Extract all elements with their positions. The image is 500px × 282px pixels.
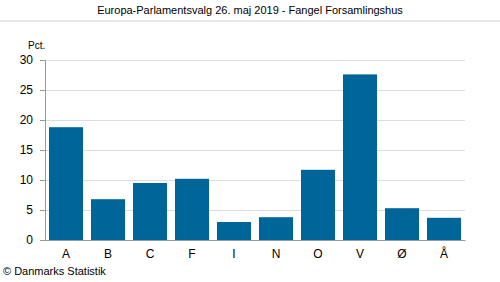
grid-line: [40, 60, 465, 61]
x-tick: C: [146, 240, 155, 261]
y-tick-mark: [40, 90, 45, 91]
x-axis: ABCFINOVØÅ: [46, 240, 466, 261]
bar: [301, 170, 335, 240]
x-tick: Å: [440, 240, 448, 261]
x-tick: I: [232, 240, 235, 261]
y-tick-label: 30: [20, 53, 34, 67]
x-tick-label: N: [272, 247, 281, 261]
y-tick: 15: [20, 143, 45, 157]
y-tick-label: 5: [26, 203, 33, 217]
y-tick-label: 10: [20, 173, 34, 187]
x-tick: V: [356, 240, 364, 261]
y-tick-mark: [40, 120, 45, 121]
x-tick-label: F: [188, 247, 195, 261]
y-axis-line: [40, 61, 46, 241]
bar: [217, 222, 251, 240]
grid-line: [40, 180, 465, 181]
x-tick-label: A: [62, 247, 70, 261]
title-rule: [0, 21, 500, 22]
bar: [259, 217, 293, 240]
bar: [385, 208, 419, 240]
x-tick: O: [313, 240, 322, 261]
bar: [427, 218, 461, 240]
grid-line: [40, 120, 465, 121]
y-tick: 5: [26, 203, 45, 217]
grid: [40, 60, 465, 240]
y-tick-mark: [40, 150, 45, 151]
x-tick-label: B: [104, 247, 112, 261]
y-tick-mark: [40, 210, 45, 211]
x-tick-label: I: [232, 247, 235, 261]
bar: [133, 183, 167, 240]
bar: [91, 199, 125, 240]
title: Europa-Parlamentsvalg 26. maj 2019 - Fan…: [97, 4, 403, 16]
chart: Europa-Parlamentsvalg 26. maj 2019 - Fan…: [0, 0, 500, 282]
y-axis: 0 5 10 15 20 25 30: [20, 53, 46, 247]
x-tick: B: [104, 240, 112, 261]
y-axis-title: Pct.: [28, 40, 45, 51]
y-tick: 25: [20, 83, 45, 97]
x-tick: Ø: [397, 240, 406, 261]
y-tick-label: 15: [20, 143, 34, 157]
y-tick-mark: [40, 60, 45, 61]
x-axis-line: [46, 240, 466, 241]
bar: [343, 74, 377, 240]
grid-line: [40, 150, 465, 151]
y-tick: 0: [26, 233, 45, 247]
bars: [49, 74, 461, 240]
x-tick-label: Å: [440, 246, 448, 261]
x-tick-label: Ø: [397, 247, 406, 261]
y-tick-label: 20: [20, 113, 34, 127]
y-tick: 20: [20, 113, 45, 127]
source: © Danmarks Statistik: [3, 265, 106, 277]
y-tick-mark: [40, 240, 45, 241]
bar: [49, 127, 83, 240]
y-tick: 10: [20, 173, 45, 187]
bar: [175, 179, 209, 240]
x-tick: A: [62, 240, 70, 261]
y-tick: 30: [20, 53, 45, 67]
x-tick: N: [272, 240, 281, 261]
y-tick-label: 25: [20, 83, 34, 97]
x-tick: F: [188, 240, 195, 261]
y-tick-label: 0: [26, 233, 33, 247]
y-tick-mark: [40, 180, 45, 181]
grid-line: [40, 90, 465, 91]
x-tick-label: V: [356, 247, 364, 261]
x-tick-label: C: [146, 247, 155, 261]
x-tick-label: O: [313, 247, 322, 261]
